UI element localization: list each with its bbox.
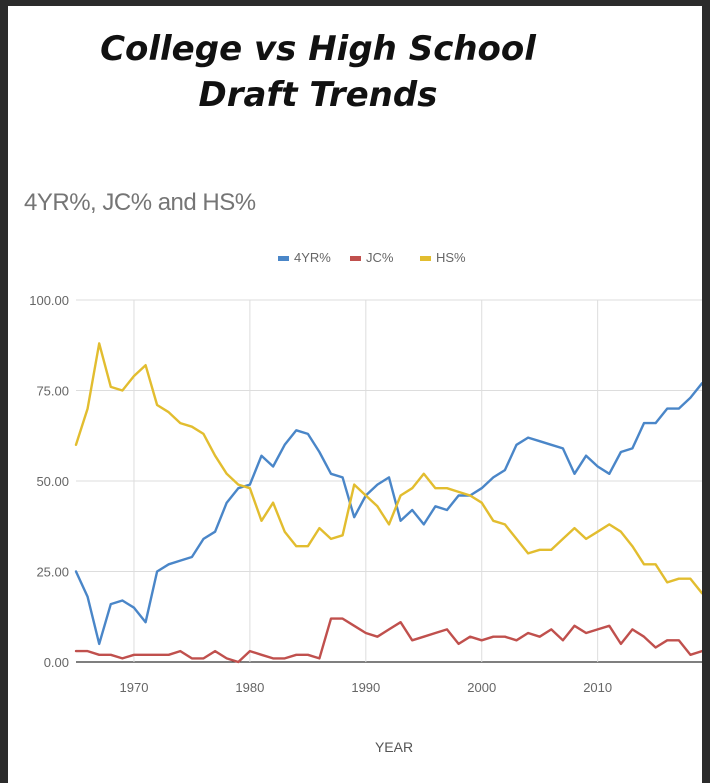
y-tick-label: 75.00 [36,384,69,399]
legend-swatch [350,256,361,261]
headline: College vs High School Draft Trends [8,26,628,118]
headline-line-2: Draft Trends [198,75,438,115]
line-chart: 0.00 25.00 50.00 75.00 100.00 1970 1980 1990 20… [29,250,702,755]
y-tick-label: 25.00 [36,565,69,580]
y-tick-label: 100.00 [29,293,69,308]
y-tick-labels: 0.00 25.00 50.00 75.00 100.00 [29,293,69,670]
legend-label: 4YR% [294,250,331,265]
series-line-jc [74,617,702,664]
headline-line-1: College vs High School [100,29,536,69]
series-line-4yr [74,382,702,646]
gridlines [76,299,702,663]
legend-label: HS% [436,250,466,265]
y-tick-label: 0.00 [44,655,69,670]
series-line-hs [74,342,702,595]
legend: 4YR% JC% HS% [278,250,466,265]
series-lines [74,342,702,664]
chart-frame: College vs High School Draft Trends 4YR%… [8,6,702,783]
y-tick-label: 50.00 [36,474,69,489]
x-tick-label: 1970 [120,680,149,695]
x-tick-label: 1980 [235,680,264,695]
x-axis-title: YEAR [375,739,413,755]
x-tick-labels: 1970 1980 1990 2000 2010 [120,680,613,695]
x-tick-label: 2010 [583,680,612,695]
x-tick-label: 1990 [351,680,380,695]
legend-swatch [278,256,289,261]
x-tick-label: 2000 [467,680,496,695]
legend-swatch [420,256,431,261]
legend-label: JC% [366,250,394,265]
chart-title: 4YR%, JC% and HS% [24,189,256,216]
